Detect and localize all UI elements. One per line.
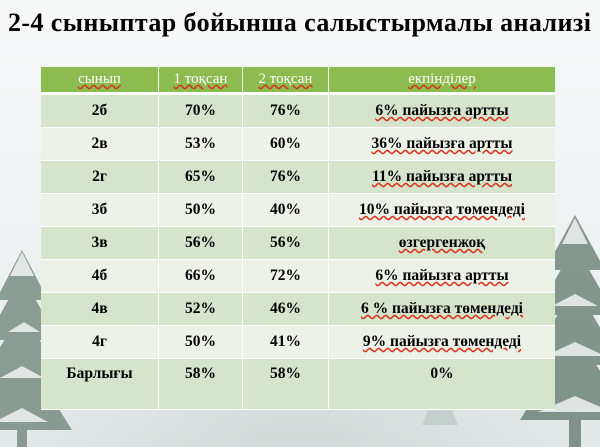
cell-change: 0% bbox=[329, 359, 555, 410]
table-header-row: сынып 1 тоқсан 2 тоқсан екпінділер bbox=[41, 67, 555, 95]
table-row-total: Барлығы 58% 58% 0% bbox=[41, 359, 555, 410]
cell-class: 4в bbox=[41, 293, 159, 326]
table-row: 3б 50% 40% 10% пайызға төмендеді bbox=[41, 194, 555, 227]
cell-quarter-1: 56% bbox=[159, 227, 243, 260]
cell-quarter-1: 65% bbox=[159, 161, 243, 194]
cell-quarter-2: 41% bbox=[243, 326, 329, 359]
cell-class: 3в bbox=[41, 227, 159, 260]
cell-quarter-1: 58% bbox=[159, 359, 243, 410]
cell-change: 36% пайызға артты bbox=[329, 128, 555, 161]
table-row: 2б 70% 76% 6% пайызға артты bbox=[41, 95, 555, 128]
cell-quarter-2: 60% bbox=[243, 128, 329, 161]
cell-quarter-1: 50% bbox=[159, 194, 243, 227]
cell-quarter-1: 66% bbox=[159, 260, 243, 293]
cell-change: 9% пайызға төмендеді bbox=[329, 326, 555, 359]
cell-quarter-2: 40% bbox=[243, 194, 329, 227]
cell-quarter-1: 53% bbox=[159, 128, 243, 161]
cell-quarter-2: 76% bbox=[243, 95, 329, 128]
header-quarter-1: 1 тоқсан bbox=[159, 67, 243, 95]
cell-class: 2б bbox=[41, 95, 159, 128]
cell-class: 2г bbox=[41, 161, 159, 194]
cell-class: 4б bbox=[41, 260, 159, 293]
cell-change: 6% пайызға артты bbox=[329, 260, 555, 293]
table-row: 4г 50% 41% 9% пайызға төмендеді bbox=[41, 326, 555, 359]
cell-class: Барлығы bbox=[41, 359, 159, 410]
cell-change: 11% пайызға артты bbox=[329, 161, 555, 194]
cell-class: 3б bbox=[41, 194, 159, 227]
cell-change: 10% пайызға төмендеді bbox=[329, 194, 555, 227]
comparison-table: сынып 1 тоқсан 2 тоқсан екпінділер 2б 70… bbox=[41, 67, 555, 410]
slide-title: 2-4 сыныптар бойынша салыстырмалы анализ… bbox=[8, 8, 592, 37]
cell-quarter-2: 56% bbox=[243, 227, 329, 260]
table-row: 3в 56% 56% өзгергенжоқ bbox=[41, 227, 555, 260]
cell-quarter-1: 52% bbox=[159, 293, 243, 326]
table-row: 4б 66% 72% 6% пайызға артты bbox=[41, 260, 555, 293]
header-quarter-2: 2 тоқсан bbox=[243, 67, 329, 95]
header-achievers: екпінділер bbox=[329, 67, 555, 95]
cell-class: 2в bbox=[41, 128, 159, 161]
comparison-table-container: сынып 1 тоқсан 2 тоқсан екпінділер 2б 70… bbox=[41, 67, 555, 410]
cell-quarter-2: 76% bbox=[243, 161, 329, 194]
header-class: сынып bbox=[41, 67, 159, 95]
cell-class: 4г bbox=[41, 326, 159, 359]
cell-quarter-2: 58% bbox=[243, 359, 329, 410]
cell-quarter-1: 50% bbox=[159, 326, 243, 359]
cell-change: 6 % пайызға төмендеді bbox=[329, 293, 555, 326]
cell-quarter-2: 46% bbox=[243, 293, 329, 326]
table-row: 2в 53% 60% 36% пайызға артты bbox=[41, 128, 555, 161]
table-row: 2г 65% 76% 11% пайызға артты bbox=[41, 161, 555, 194]
table-row: 4в 52% 46% 6 % пайызға төмендеді bbox=[41, 293, 555, 326]
cell-change: 6% пайызға артты bbox=[329, 95, 555, 128]
cell-quarter-1: 70% bbox=[159, 95, 243, 128]
cell-quarter-2: 72% bbox=[243, 260, 329, 293]
cell-change: өзгергенжоқ bbox=[329, 227, 555, 260]
